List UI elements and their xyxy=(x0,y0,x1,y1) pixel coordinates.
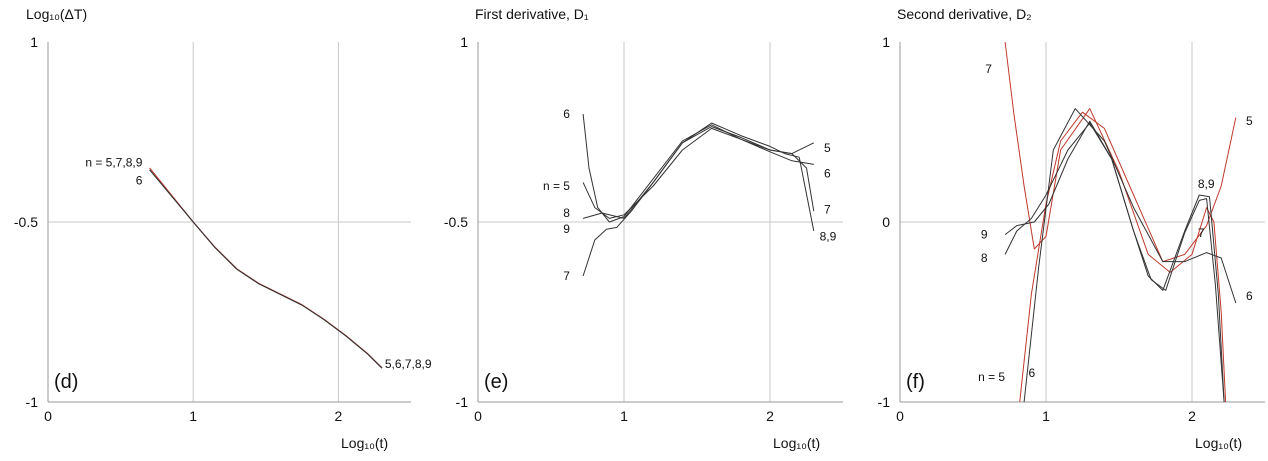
x-tick-label: 1 xyxy=(1042,408,1050,424)
y-tick-label: 0 xyxy=(882,214,890,230)
series-line xyxy=(149,169,383,369)
y-tick-label: -0.5 xyxy=(444,214,468,230)
x-tick-label: 2 xyxy=(1188,408,1196,424)
x-tick-label: 2 xyxy=(335,408,343,424)
series-annotation: 6 xyxy=(136,174,143,188)
x-tick-label: 0 xyxy=(44,408,52,424)
panel-label: (d) xyxy=(54,371,78,393)
chart-title: Second derivative, D₂ xyxy=(897,6,1032,22)
series-annotation: 7 xyxy=(563,269,570,283)
series-annotation: n = 5 xyxy=(543,179,570,193)
x-axis-title: Log₁₀(t) xyxy=(341,435,388,451)
series-line xyxy=(582,113,814,223)
y-tick-label: -1 xyxy=(878,394,891,410)
panel-label: (f) xyxy=(906,371,925,393)
y-tick-label: -1 xyxy=(26,394,39,410)
series-annotation: 8 xyxy=(563,206,570,220)
panel-label: (e) xyxy=(484,371,508,393)
series-line xyxy=(1004,120,1225,402)
x-tick-label: 1 xyxy=(620,408,628,424)
series-annotation: 5,6,7,8,9 xyxy=(385,357,432,371)
x-axis-title: Log₁₀(t) xyxy=(1195,435,1242,451)
series-annotation: 5 xyxy=(1246,114,1253,128)
series-annotation: 7 xyxy=(1198,226,1205,240)
series-annotation: 7 xyxy=(985,62,992,76)
series-annotation: 9 xyxy=(563,222,570,236)
series-line xyxy=(582,122,815,232)
chart-panel-1: 0 1 2 1 -0.5 -1 n = 5,7,8,9 6 5,6,7,8,9 (d) Log₁₀(… xyxy=(14,6,432,451)
series-annotation: 8,9 xyxy=(1198,177,1215,191)
chart-panel-2: 0 1 2 1 -0.5 -1 6 n = 5 8 9 7 5 6 7 8,9 (e) First deriva… xyxy=(444,6,843,451)
series-annotation: 6 xyxy=(563,107,570,121)
series-annotation: n = 5,7,8,9 xyxy=(85,156,142,170)
x-tick-label: 0 xyxy=(896,408,904,424)
series-line xyxy=(582,127,815,219)
y-tick-label: -1 xyxy=(456,394,469,410)
series-annotation: 9 xyxy=(981,228,988,242)
x-axis-title: Log₁₀(t) xyxy=(773,435,820,451)
series-annotation: 8 xyxy=(981,251,988,265)
series-annotation: 5 xyxy=(824,141,831,155)
y-axis-title: Log₁₀(ΔT) xyxy=(26,6,87,22)
series-annotation: 6 xyxy=(824,166,831,180)
chart-title: First derivative, D₁ xyxy=(475,6,589,22)
y-tick-label: 1 xyxy=(882,34,890,50)
x-tick-label: 1 xyxy=(189,408,197,424)
chart-panel-3: 0 1 2 1 0 -1 7 9 8 n = 5 6 5 8,9 7 6 (f) Second derivati… xyxy=(878,6,1265,451)
series-annotation: 7 xyxy=(824,202,831,216)
y-tick-label: 1 xyxy=(460,34,468,50)
series-line xyxy=(149,167,383,369)
y-tick-label: 1 xyxy=(30,34,38,50)
series-annotation: 8,9 xyxy=(820,229,837,243)
y-tick-label: -0.5 xyxy=(14,214,38,230)
series-annotation: n = 5 xyxy=(978,370,1005,384)
series-annotation: 6 xyxy=(1246,289,1253,303)
series-line xyxy=(582,126,815,277)
x-tick-label: 0 xyxy=(474,408,482,424)
series-line xyxy=(1023,108,1237,402)
x-tick-label: 2 xyxy=(766,408,774,424)
series-annotation: 6 xyxy=(1028,366,1035,380)
